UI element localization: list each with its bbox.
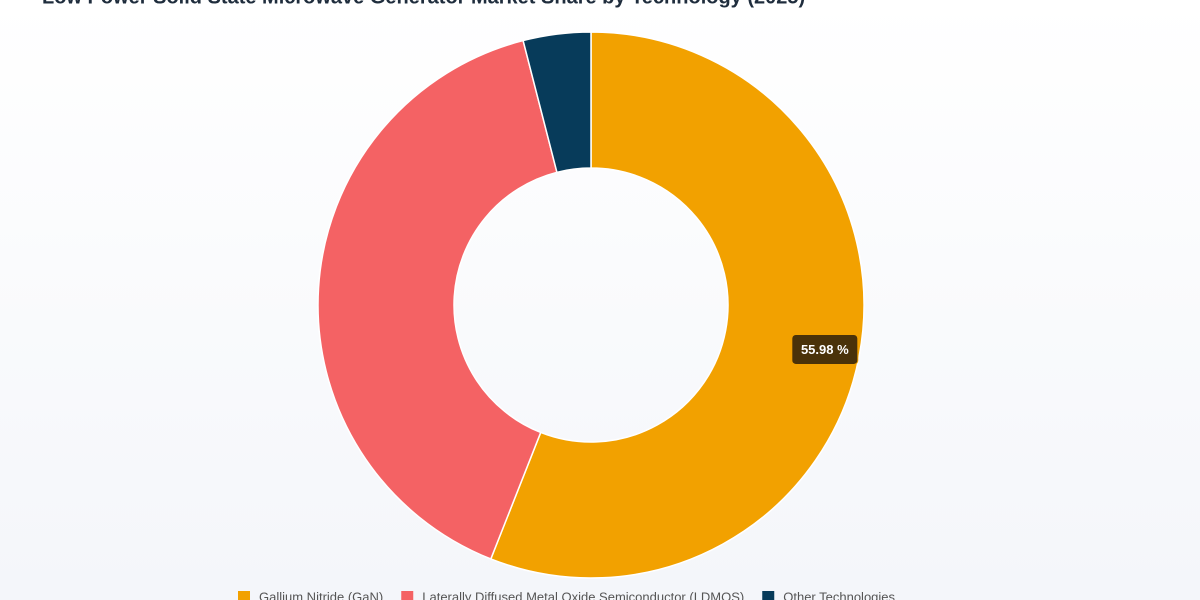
donut-slice bbox=[317, 39, 558, 560]
donut-slice bbox=[522, 31, 592, 174]
data-label: 55.98 % bbox=[791, 333, 859, 365]
chart-title: Low Power Solid State Microwave Generato… bbox=[42, 0, 805, 8]
legend-swatch bbox=[762, 591, 775, 600]
legend-swatch bbox=[238, 591, 250, 600]
donut-slice bbox=[489, 31, 865, 579]
legend: Gallium Nitride (GaN) Laterally Diffused … bbox=[238, 589, 896, 600]
data-label-text: 55.98 % bbox=[801, 342, 849, 357]
legend-swatch bbox=[401, 591, 414, 600]
data-label-box bbox=[791, 333, 859, 365]
legend-label: Gallium Nitride (GaN) bbox=[259, 589, 383, 600]
legend-label: Other Technologies bbox=[783, 589, 895, 600]
legend-label: Laterally Diffused Metal Oxide Semicondu… bbox=[422, 589, 744, 600]
